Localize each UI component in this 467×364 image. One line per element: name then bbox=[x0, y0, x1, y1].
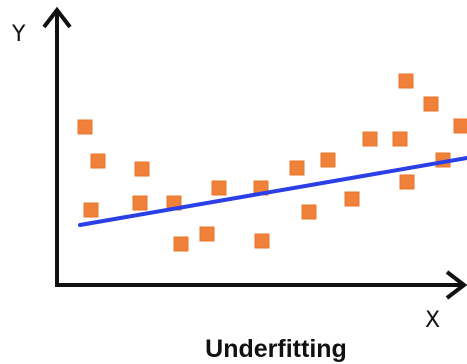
data-point bbox=[211, 180, 227, 196]
data-point bbox=[362, 131, 378, 147]
figure-caption: Underfitting bbox=[205, 335, 347, 363]
y-axis-label: Y bbox=[11, 22, 26, 47]
y-axis-arrowhead bbox=[42, 6, 72, 29]
axes bbox=[42, 6, 467, 300]
data-point bbox=[453, 118, 467, 134]
data-point bbox=[173, 236, 189, 252]
data-point bbox=[301, 204, 317, 220]
x-axis-label: X bbox=[425, 308, 440, 333]
data-point bbox=[398, 73, 414, 89]
data-points bbox=[77, 73, 467, 252]
data-point bbox=[90, 153, 106, 169]
data-point bbox=[199, 226, 215, 242]
x-axis-arrowhead bbox=[445, 270, 467, 300]
data-point bbox=[399, 174, 415, 190]
data-point bbox=[254, 233, 270, 249]
data-point bbox=[423, 96, 439, 112]
data-point bbox=[392, 131, 408, 147]
data-point bbox=[132, 195, 148, 211]
data-point bbox=[77, 119, 93, 135]
data-point bbox=[320, 152, 336, 168]
data-point bbox=[134, 161, 150, 177]
data-point bbox=[289, 160, 305, 176]
fitted-regression-line bbox=[78, 156, 467, 227]
data-point bbox=[344, 191, 360, 207]
data-point bbox=[83, 202, 99, 218]
